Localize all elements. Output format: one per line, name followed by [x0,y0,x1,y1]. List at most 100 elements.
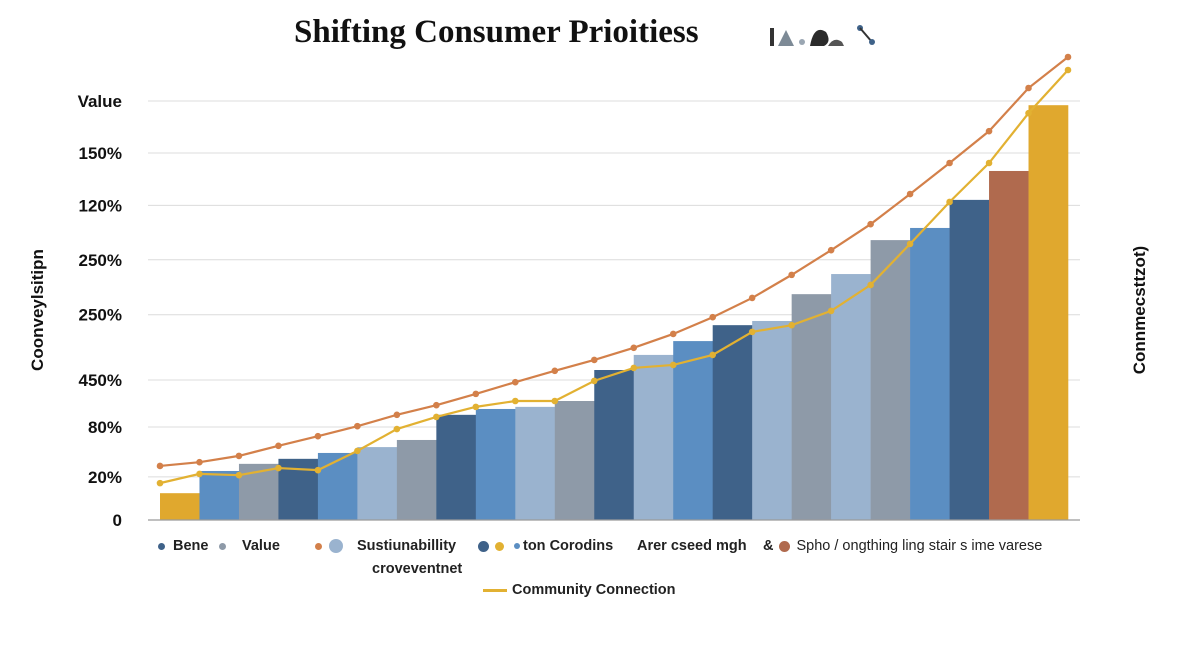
line-point [275,464,282,472]
bar [436,414,477,520]
line-point [235,452,243,460]
line-point [590,356,598,364]
line-point [630,364,638,372]
bar [673,341,713,520]
bar [594,369,635,520]
line-point [235,471,243,479]
legend-label: Value [242,538,280,554]
y-tick-label: 150% [79,144,122,163]
line-point [196,458,203,466]
line-point [472,403,480,411]
legend-item-community-connection: Community Connection [483,582,676,598]
bar [317,452,358,520]
line-point [472,390,480,398]
legend-item-sustainability: Sustiunabillity [315,538,456,554]
line-point [1025,84,1032,92]
line-point [788,271,795,279]
line-point [827,307,835,315]
bar [870,240,911,520]
y-tick-label: 0 [113,511,122,530]
line-point [867,281,874,289]
line-point [1064,53,1072,61]
legend-item-bene: Bene [158,538,208,554]
legend-item-arer: Arer cseed mgh [637,538,747,554]
line-point [1025,109,1032,117]
line-point [196,470,203,478]
title-decoration-icon [770,25,875,46]
legend-marker [219,542,226,550]
legend-label: Bene [173,538,209,554]
bar [160,493,200,520]
bar [949,199,990,520]
bar [910,227,950,520]
bar [357,447,398,520]
y-tick-label: 120% [79,196,122,215]
line-point [709,351,716,359]
line-series-community-connection [159,69,1069,485]
line-point [551,397,559,405]
line-point [354,447,361,455]
line-point [314,466,322,474]
line-point [748,294,756,302]
y-tick-label: 450% [79,371,122,390]
legend-marker [315,542,322,550]
legend-marker [514,543,520,550]
line-point [906,240,914,248]
line-series-orange [159,56,1069,468]
bar [752,320,792,520]
y-tick-label: 80% [88,418,122,437]
legend-marker [158,542,165,550]
bar [515,406,556,520]
line-point [867,220,874,228]
legend-marker [329,539,343,554]
bar [989,170,1029,520]
line-point [985,159,993,167]
y-tick-label: 250% [79,251,122,270]
bar [554,401,595,520]
bar [199,470,240,520]
line-point [512,397,519,405]
y-axis-label-left: Coonveylsitipn [28,249,47,371]
bar [831,274,871,520]
line-point [906,190,914,198]
line-point [354,422,361,430]
line-point [1064,66,1072,74]
line-point [156,462,164,470]
bar [475,408,516,520]
bar [791,294,832,520]
legend-item-sustainability-line2: croveventnet [372,561,463,577]
legend-marker [495,541,504,551]
line-point [985,127,993,135]
chart-title: Shifting Consumer Prioitiess [294,14,699,50]
legend-item-value: Value [219,538,280,554]
bar [712,325,753,520]
bar [396,439,437,520]
line-point [551,367,559,375]
line-point [946,198,953,206]
line-point [669,361,677,369]
line-point [156,479,164,487]
bar [1028,105,1069,520]
line-point [393,411,401,419]
line-point [433,413,440,421]
y-tick-label: 250% [79,306,122,325]
line-point [512,378,519,386]
y-tick-label: 20% [88,468,122,487]
legend-prefix: & [763,538,774,554]
line-point [709,313,716,321]
legend-label: Spho / ongthing ling stair s ime varese [796,538,1043,554]
bar [633,354,674,520]
legend-label: Sustiunabillity [357,538,457,554]
line-point [669,330,677,338]
line-point [827,246,835,254]
bars [160,105,1069,520]
line-point [630,344,638,352]
y-tick-labels: Value 150% 120% 250% 250% 450% 80% 20% 0 [78,92,122,530]
legend-label: Community Connection [512,582,676,598]
line-point [788,321,795,329]
lines [156,53,1072,487]
legend-line-marker [483,588,507,592]
legend-item-spho: & Spho / ongthing ling stair s ime varese [763,538,1042,554]
line-point [433,401,440,409]
